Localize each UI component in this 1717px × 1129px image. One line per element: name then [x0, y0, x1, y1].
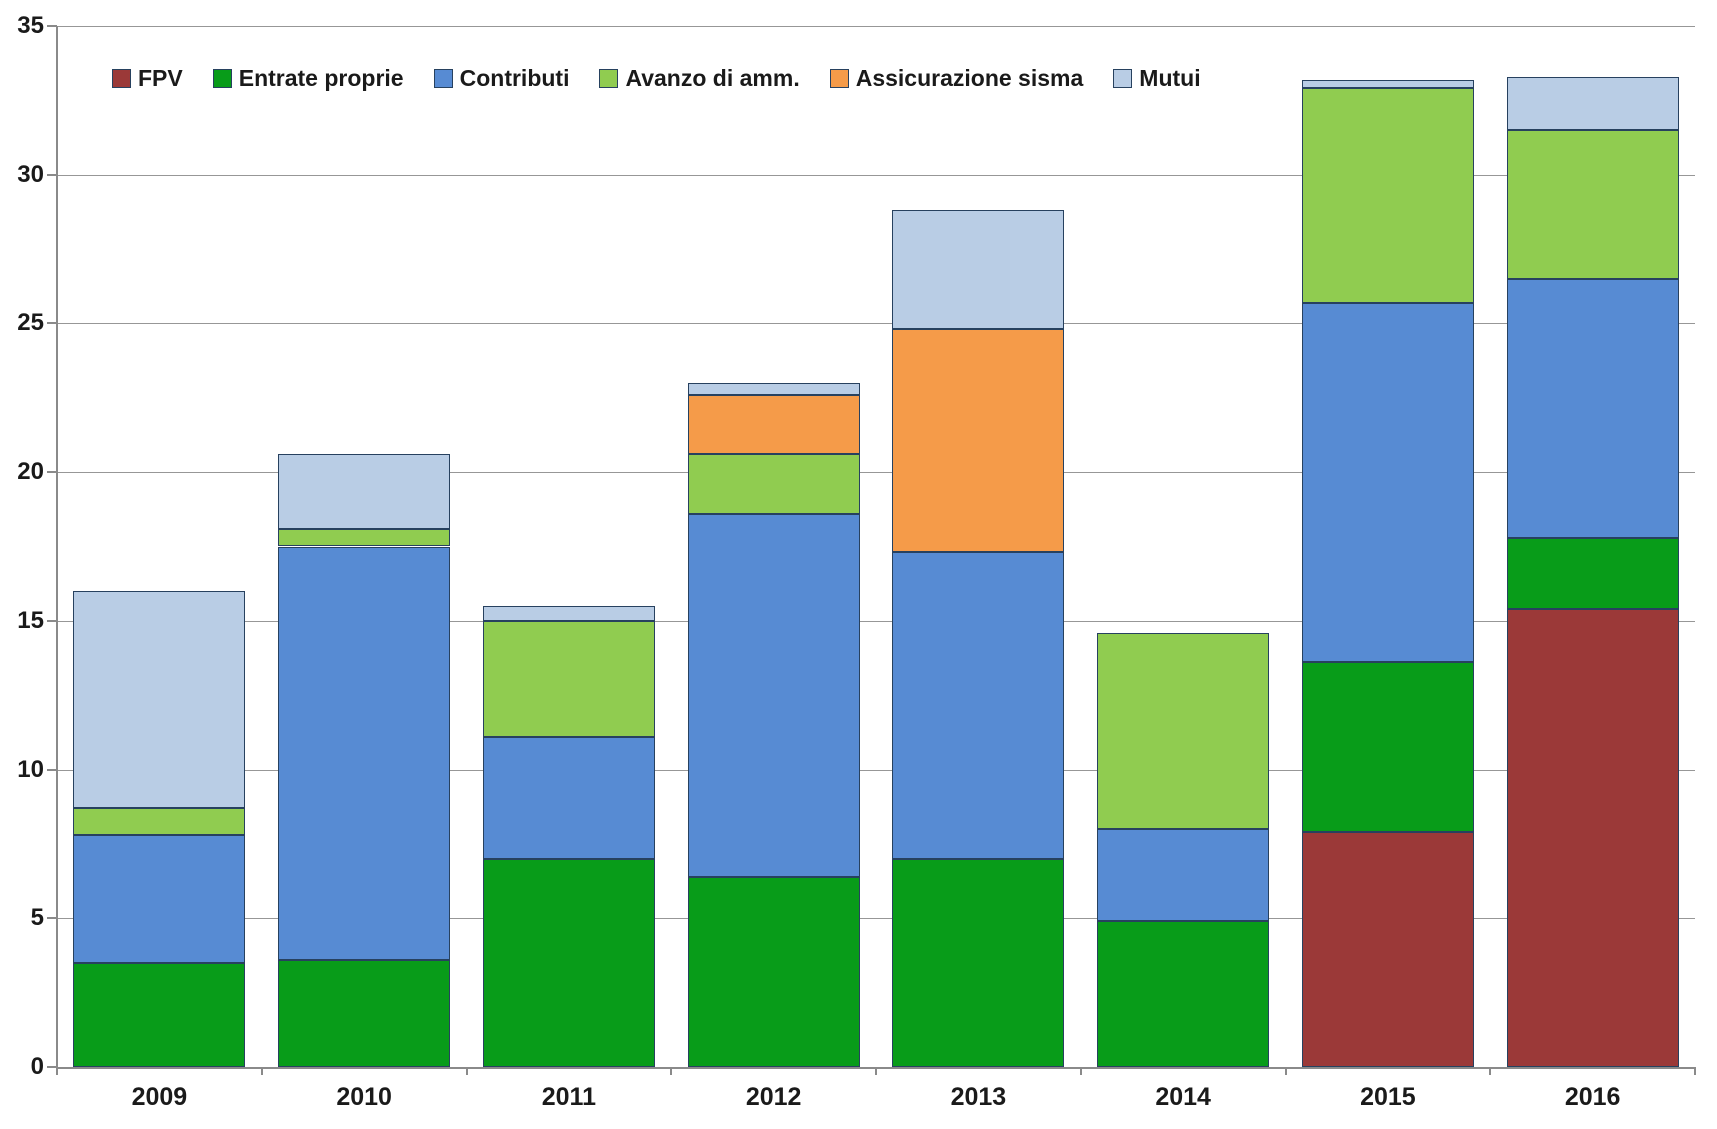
x-axis-tick-2	[465, 1067, 468, 1075]
bar-segment-2016-mutui	[1506, 76, 1679, 131]
bar-segment-2013-mutui	[892, 210, 1065, 330]
bar-segment-2011-mutui	[482, 605, 655, 621]
x-axis-tick-6	[1284, 1067, 1287, 1075]
legend-swatch-assicurazione-sisma	[829, 68, 849, 88]
x-axis-label-2012: 2012	[745, 1083, 802, 1111]
y-axis-label-25: 25	[17, 309, 44, 337]
gridline-20	[57, 472, 1695, 474]
bar-segment-2010-contributi	[278, 546, 451, 960]
legend: FPV Entrate proprie Contributi Avanzo di…	[112, 64, 1201, 92]
legend-item-entrate-proprie: Entrate proprie	[212, 64, 404, 92]
legend-label-assicurazione-sisma: Assicurazione sisma	[855, 64, 1084, 91]
legend-swatch-avanzo-di-amm	[599, 68, 619, 88]
legend-swatch-mutui	[1113, 68, 1133, 88]
legend-label-entrate-proprie: Entrate proprie	[238, 64, 404, 91]
legend-item-avanzo-di-amm: Avanzo di amm.	[599, 64, 800, 92]
bar-segment-2014-entrate-proprie	[1097, 921, 1270, 1067]
x-axis-label-2013: 2013	[950, 1083, 1007, 1111]
y-axis-tick-20	[47, 471, 57, 474]
x-axis-tick-1	[260, 1067, 263, 1075]
x-axis-tick-7	[1489, 1067, 1492, 1075]
gridline-35	[57, 26, 1695, 27]
x-axis-tick-8	[1694, 1067, 1696, 1075]
gridline-15	[57, 620, 1695, 622]
bar-segment-2015-fpv	[1301, 832, 1474, 1067]
bar-segment-2009-mutui	[73, 591, 246, 809]
y-axis-tick-10	[47, 768, 57, 771]
legend-label-mutui: Mutui	[1139, 64, 1201, 91]
x-axis-label-2016: 2016	[1564, 1083, 1621, 1111]
y-axis-line	[56, 26, 58, 1069]
y-axis-label-5: 5	[30, 904, 44, 932]
x-axis-label-2009: 2009	[131, 1083, 188, 1111]
y-axis-label-10: 10	[17, 755, 44, 783]
y-axis-label-30: 30	[17, 160, 44, 188]
bar-segment-2009-contributi	[73, 835, 246, 963]
bar-segment-2010-mutui	[278, 454, 451, 529]
bar-segment-2012-mutui	[687, 382, 860, 395]
bar-segment-2016-entrate-proprie	[1506, 537, 1679, 609]
bar-segment-2012-contributi	[687, 513, 860, 877]
y-axis-tick-30	[47, 173, 57, 176]
bar-segment-2016-avanzo-di-amm	[1506, 130, 1679, 279]
bar-segment-2015-contributi	[1301, 302, 1474, 663]
y-axis-label-15: 15	[17, 606, 44, 634]
bar-segment-2010-entrate-proprie	[278, 959, 451, 1067]
legend-label-contributi: Contributi	[459, 64, 570, 91]
y-axis-tick-5	[47, 917, 57, 920]
bar-segment-2014-contributi	[1097, 829, 1270, 922]
bar-segment-2009-avanzo-di-amm	[73, 808, 246, 835]
x-axis-label-2010: 2010	[336, 1083, 392, 1111]
x-axis-tick-0	[56, 1067, 58, 1075]
y-axis-tick-0	[47, 1066, 57, 1068]
bar-segment-2013-assicurazione-sisma	[892, 329, 1065, 553]
y-axis-label-0: 0	[30, 1053, 44, 1080]
legend-item-fpv: FPV	[112, 65, 183, 92]
bar-segment-2011-avanzo-di-amm	[482, 620, 655, 737]
y-axis-label-35: 35	[17, 12, 44, 39]
gridline-25	[57, 323, 1695, 325]
y-axis-tick-25	[47, 322, 57, 325]
x-axis-tick-5	[1079, 1067, 1082, 1075]
bar-segment-2009-entrate-proprie	[73, 962, 246, 1067]
gridline-30	[57, 174, 1695, 176]
bar-segment-2016-fpv	[1506, 608, 1679, 1067]
legend-item-contributi: Contributi	[433, 64, 570, 92]
y-axis-tick-15	[47, 619, 57, 622]
bar-segment-2013-entrate-proprie	[892, 858, 1065, 1067]
legend-label-fpv: FPV	[138, 64, 183, 91]
legend-swatch-entrate-proprie	[212, 68, 232, 88]
bar-segment-2011-entrate-proprie	[482, 858, 655, 1067]
legend-swatch-fpv	[112, 68, 131, 88]
legend-item-mutui: Mutui	[1113, 64, 1201, 92]
x-axis-tick-3	[670, 1067, 673, 1075]
bar-segment-2015-entrate-proprie	[1301, 662, 1474, 833]
x-axis-label-2011: 2011	[541, 1083, 596, 1111]
bar-segment-2012-entrate-proprie	[687, 876, 860, 1067]
gridline-10	[57, 769, 1695, 771]
x-axis-label-2014: 2014	[1155, 1083, 1211, 1111]
bar-segment-2012-avanzo-di-amm	[687, 454, 860, 514]
y-axis-label-20: 20	[17, 458, 44, 486]
bar-segment-2014-avanzo-di-amm	[1097, 632, 1270, 830]
bar-segment-2010-avanzo-di-amm	[278, 528, 451, 547]
bar-segment-2015-avanzo-di-amm	[1301, 88, 1474, 303]
x-axis-tick-4	[875, 1067, 877, 1075]
bar-segment-2013-contributi	[892, 552, 1065, 859]
bar-segment-2015-mutui	[1301, 79, 1474, 89]
bar-segment-2012-assicurazione-sisma	[687, 394, 860, 455]
legend-swatch-contributi	[433, 68, 453, 88]
legend-item-assicurazione-sisma: Assicurazione sisma	[829, 64, 1084, 92]
bar-segment-2016-contributi	[1506, 278, 1679, 538]
x-axis-label-2015: 2015	[1360, 1083, 1416, 1111]
gridline-5	[57, 918, 1695, 920]
y-axis-tick-35	[47, 25, 57, 27]
bar-segment-2011-contributi	[482, 736, 655, 859]
legend-label-avanzo-di-amm: Avanzo di amm.	[625, 64, 800, 91]
